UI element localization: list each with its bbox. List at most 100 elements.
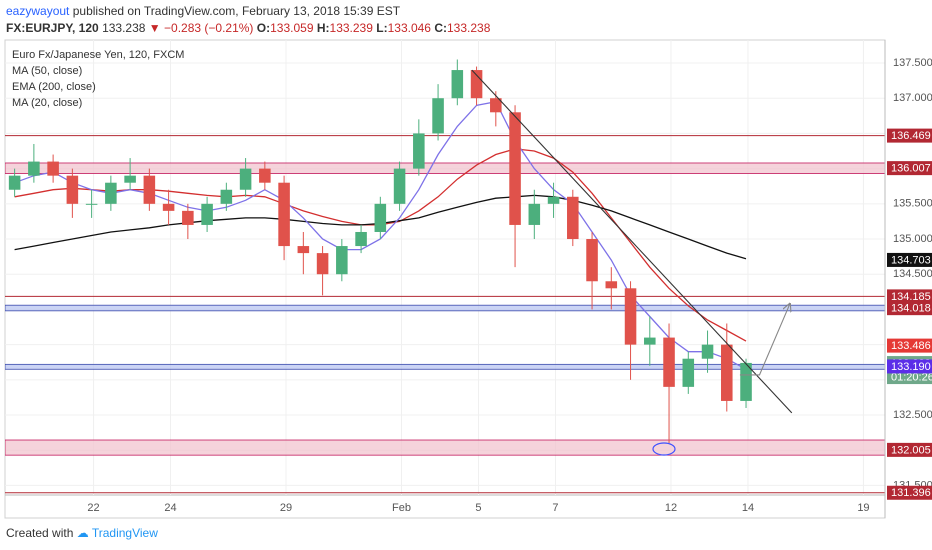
candle-body bbox=[162, 203, 175, 211]
candle-body bbox=[8, 175, 21, 190]
zone bbox=[5, 304, 885, 312]
pane bbox=[5, 40, 885, 495]
legend-entry: MA (50, close) bbox=[12, 65, 82, 77]
ohlc: O:133.059 H:133.239 L:133.046 C:133.238 bbox=[257, 21, 491, 35]
candle-body bbox=[586, 239, 598, 282]
change: −0.283 (−0.21%) bbox=[164, 21, 254, 35]
candle-body bbox=[547, 196, 560, 204]
price-label-box bbox=[887, 301, 932, 316]
circle-annotation bbox=[652, 442, 676, 456]
last: 133.238 bbox=[102, 21, 146, 35]
x-tick-label: 24 bbox=[164, 502, 176, 514]
quote-line: FX:EURJPY, 120 133.238 ▼ −0.283 (−0.21%)… bbox=[6, 20, 490, 37]
y-tick-label: 137.000 bbox=[893, 92, 932, 104]
candle-body bbox=[220, 189, 233, 204]
ohlc-key: C: bbox=[434, 21, 447, 35]
candle-body bbox=[316, 253, 329, 275]
candle-body bbox=[47, 161, 59, 176]
candle-body bbox=[413, 133, 425, 169]
created-with: Created with bbox=[6, 526, 74, 540]
candle-body bbox=[644, 337, 656, 345]
candle-body bbox=[701, 344, 714, 359]
y-tick-label: 137.500 bbox=[893, 57, 932, 69]
publish-line: eazywayout published on TradingView.com,… bbox=[6, 3, 490, 20]
legend-title: Euro Fx/Japanese Yen, 120, FXCM bbox=[12, 49, 184, 61]
arrow: ▼ bbox=[148, 21, 161, 35]
symbol: FX:EURJPY, 120 bbox=[6, 21, 99, 35]
price-label: 133.486 bbox=[891, 340, 931, 352]
price-label-box bbox=[887, 359, 932, 374]
candle-body bbox=[624, 288, 637, 345]
ohlc-val: 133.238 bbox=[447, 21, 491, 35]
legend: Euro Fx/Japanese Yen, 120, FXCM MA (50, … bbox=[12, 49, 184, 109]
x-tick-label: 12 bbox=[665, 502, 677, 514]
ohlc-val: 133.239 bbox=[329, 21, 373, 35]
countdown-box bbox=[887, 370, 932, 385]
candle-body bbox=[124, 175, 136, 183]
candle-body bbox=[470, 70, 483, 99]
candle-body bbox=[509, 112, 521, 225]
candle-body bbox=[528, 203, 541, 225]
price-label-box bbox=[887, 128, 932, 143]
candle-body bbox=[105, 182, 117, 204]
chart: 131.500132.000132.500133.000133.500134.0… bbox=[4, 39, 932, 519]
x-tick-label: Feb bbox=[392, 502, 411, 514]
ohlc-key: L: bbox=[376, 21, 388, 35]
price-label: 133.190 bbox=[891, 361, 931, 373]
y-tick-label: 135.500 bbox=[893, 198, 932, 210]
y-tick-label: 135.000 bbox=[893, 233, 932, 245]
trend-drawing bbox=[471, 69, 793, 414]
candle-body bbox=[336, 246, 348, 275]
price-label: 134.185 bbox=[891, 291, 931, 303]
candle-body bbox=[721, 344, 733, 401]
price-label: 134.018 bbox=[891, 303, 931, 315]
candle-body bbox=[740, 362, 752, 401]
ohlc-key: H: bbox=[316, 21, 330, 35]
author[interactable]: eazywayout bbox=[6, 4, 70, 18]
candle-body bbox=[239, 168, 252, 190]
ohlc-val: 133.059 bbox=[270, 21, 314, 35]
candle-body bbox=[451, 70, 464, 99]
candle-body bbox=[182, 210, 194, 225]
price-label-box bbox=[887, 289, 932, 304]
price-label: 134.703 bbox=[891, 254, 931, 266]
price-label-box bbox=[887, 338, 932, 353]
published-text: published on TradingView.com, February 1… bbox=[72, 4, 401, 18]
candle-body bbox=[143, 175, 156, 204]
candle-body bbox=[85, 203, 98, 205]
price-label-box bbox=[887, 442, 932, 457]
y-tick-label: 132.500 bbox=[893, 409, 932, 421]
brand[interactable]: TradingView bbox=[91, 526, 158, 540]
candle-body bbox=[297, 246, 310, 254]
x-tick-label: 29 bbox=[280, 502, 292, 514]
zone bbox=[5, 363, 885, 370]
candle-body bbox=[490, 98, 502, 113]
header: eazywayout published on TradingView.com,… bbox=[6, 3, 490, 37]
legend-entry: EMA (200, close) bbox=[12, 81, 96, 93]
candle-body bbox=[432, 98, 444, 134]
price-label-box bbox=[887, 485, 932, 500]
countdown: 01:20:26 bbox=[891, 371, 932, 383]
price-label: 132.005 bbox=[891, 444, 931, 456]
zone bbox=[5, 162, 885, 174]
ohlc-key: O: bbox=[256, 21, 271, 35]
candle-body bbox=[682, 358, 695, 387]
x-tick-label: 19 bbox=[857, 502, 869, 514]
candle-body bbox=[374, 203, 387, 232]
zone bbox=[5, 439, 885, 456]
candle-body bbox=[66, 175, 79, 204]
candle-body bbox=[393, 168, 406, 204]
candle-body bbox=[355, 231, 367, 247]
price-label-box bbox=[887, 161, 932, 176]
candle-body bbox=[663, 337, 675, 387]
price-label-box bbox=[887, 252, 932, 267]
candle-body bbox=[201, 203, 213, 225]
x-tick-label: 5 bbox=[475, 502, 481, 514]
candle-body bbox=[605, 281, 618, 289]
x-tick-label: 14 bbox=[742, 502, 754, 514]
legend-entry: MA (20, close) bbox=[12, 97, 82, 109]
plot: 131.500132.000132.500133.000133.500134.0… bbox=[5, 40, 932, 518]
ohlc-val: 133.046 bbox=[387, 21, 431, 35]
price-label: 136.469 bbox=[891, 130, 931, 142]
